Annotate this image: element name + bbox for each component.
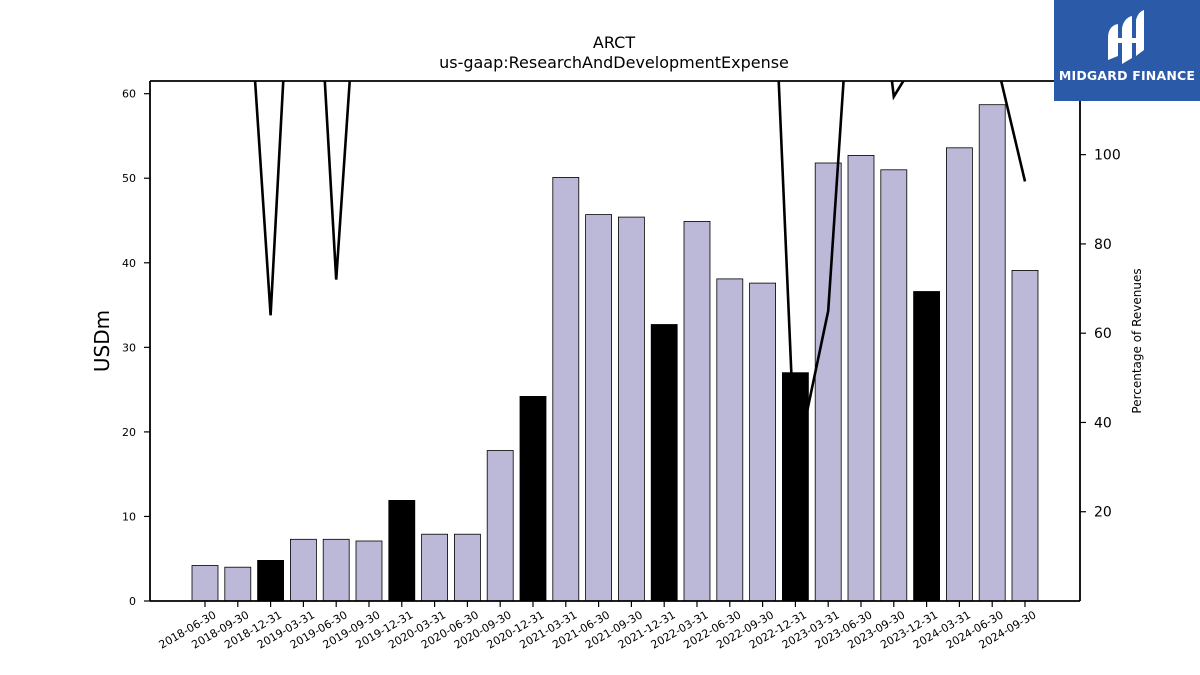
bar-2020-06-30	[453, 533, 481, 602]
bar-2020-03-31	[421, 533, 449, 602]
bar-2024-09-30	[1011, 269, 1039, 602]
y-tick-label-right: 80	[1094, 237, 1112, 253]
bar-2021-12-31	[650, 324, 678, 602]
ratio-line	[253, 81, 1027, 468]
ratio-line-layer	[253, 81, 1027, 468]
bar-2021-03-31	[552, 176, 580, 602]
bar-2019-06-30	[322, 538, 350, 602]
bar-2018-06-30	[191, 565, 219, 602]
bar-2018-12-31	[257, 560, 285, 602]
bar-2021-09-30	[618, 216, 645, 602]
y-tick-label-left: 10	[122, 510, 136, 523]
bar-2018-09-30	[224, 566, 252, 602]
chart-title: ARCT	[593, 33, 635, 52]
y-axis-label-right: Percentage of Revenues	[1130, 268, 1144, 413]
brand-logo: MIDGARD FINANCE	[1054, 0, 1200, 101]
bar-2019-12-31	[388, 499, 416, 602]
bar-2021-06-30	[585, 214, 612, 602]
chart-subtitle: us-gaap:ResearchAndDevelopmentExpense	[439, 53, 789, 72]
midgard-logo-icon	[1108, 10, 1144, 64]
bar-2022-12-31	[782, 372, 809, 602]
y-tick-label-left: 50	[122, 172, 136, 185]
y-axis-label-left: USDm	[90, 310, 114, 372]
bar-2023-09-30	[880, 169, 908, 602]
y-tick-label-right: 40	[1094, 415, 1112, 431]
bar-2020-12-31	[519, 395, 547, 602]
bar-2023-12-31	[913, 291, 940, 602]
bar-2024-06-30	[978, 104, 1006, 602]
bar-2022-09-30	[749, 282, 776, 602]
bar-2022-03-31	[683, 220, 711, 602]
y-tick-label-right: 60	[1094, 326, 1112, 342]
bar-2023-03-31	[814, 162, 842, 602]
bar-2022-06-30	[716, 278, 744, 602]
y-tick-label-left: 20	[122, 426, 136, 439]
y-tick-label-right: 100	[1094, 148, 1121, 164]
bar-2019-09-30	[355, 540, 383, 602]
brand-logo-text: MIDGARD FINANCE	[1058, 68, 1196, 83]
y-tick-label-left: 0	[129, 595, 136, 608]
y-tick-label-right: 20	[1094, 505, 1112, 521]
bar-2019-03-31	[289, 538, 317, 602]
bars-layer	[191, 104, 1039, 602]
bar-2023-06-30	[847, 154, 875, 602]
bar-2024-03-31	[946, 147, 973, 602]
y-tick-label-left: 40	[122, 257, 136, 270]
y-tick-label-left: 30	[122, 341, 136, 354]
bar-2020-09-30	[486, 450, 514, 602]
y-tick-label-left: 60	[122, 88, 136, 101]
